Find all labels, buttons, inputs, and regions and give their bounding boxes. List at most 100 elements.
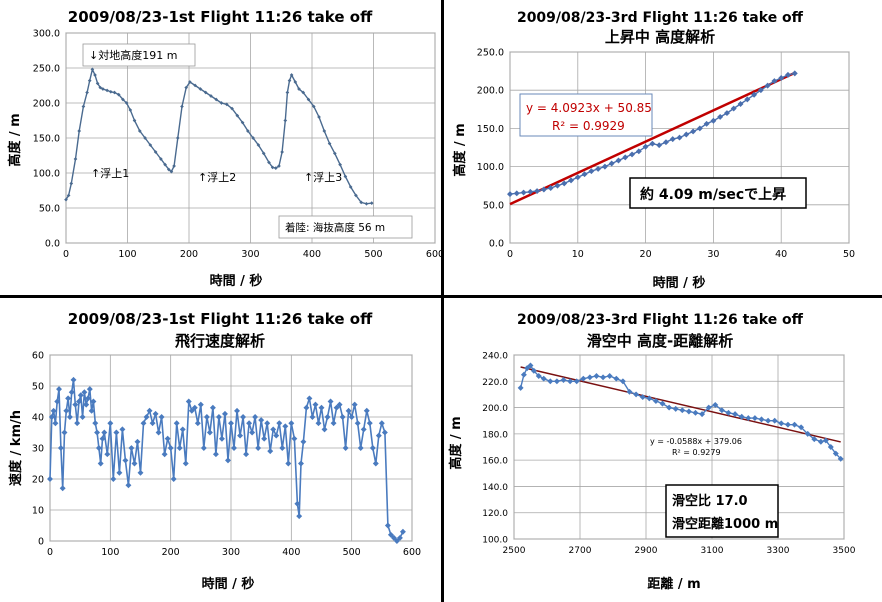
x-tick-label: 400 <box>303 249 321 260</box>
annotation-text: ↓対地高度191 m <box>89 48 177 62</box>
panel-divider-horizontal <box>0 295 882 298</box>
x-tick-label: 200 <box>162 547 180 558</box>
data-point <box>301 90 306 95</box>
data-point <box>270 165 275 170</box>
data-point <box>219 101 224 105</box>
y-tick-label: 30 <box>32 444 44 455</box>
data-point <box>354 193 358 198</box>
data-point <box>327 141 332 146</box>
data-point <box>294 500 301 507</box>
data-point <box>134 438 141 445</box>
data-point <box>161 451 168 458</box>
x-tick-label: 600 <box>403 547 421 558</box>
y-tick-label: 200.0 <box>33 99 60 110</box>
x-tick-label: 3300 <box>767 546 790 556</box>
data-point <box>137 469 144 476</box>
y-tick-label: 120.0 <box>482 509 508 519</box>
data-point <box>324 414 331 420</box>
chart-title: 2009/08/23-3rd Flight 11:26 take off <box>517 10 804 26</box>
data-point <box>375 432 382 439</box>
data-point <box>143 136 147 140</box>
trendline-r2: R² = 0.9929 <box>552 119 625 133</box>
data-point <box>175 136 180 140</box>
x-tick-label: 0 <box>47 547 53 558</box>
x-tick-label: 0 <box>63 249 69 260</box>
x-axis-label: 距離 / m <box>647 576 700 592</box>
y-tick-label: 250.0 <box>477 48 504 59</box>
data-point <box>85 395 91 402</box>
x-axis-label: 時間 / 秒 <box>210 273 263 289</box>
data-point <box>203 90 208 95</box>
trendline <box>509 71 796 206</box>
data-point <box>277 164 281 168</box>
data-point <box>348 185 353 189</box>
x-tick-label: 2700 <box>569 546 592 556</box>
x-tick-label: 200 <box>180 249 198 260</box>
x-tick-label: 100 <box>101 547 119 558</box>
data-point <box>261 151 266 156</box>
data-point <box>169 169 174 174</box>
plot-area: 0 10 20 30 40 50 0.0 50.0 100.0 150.0 200.0 250.0 <box>477 48 855 261</box>
data-point <box>101 87 105 91</box>
x-tick-label: 30 <box>707 249 719 260</box>
annotation-landing: 着陸: 海抜高度 56 m <box>278 215 413 239</box>
data-point <box>534 188 541 195</box>
x-tick-label: 2500 <box>503 546 526 556</box>
data-point <box>649 140 656 147</box>
y-tick-label: 0.0 <box>45 239 60 250</box>
chart-title: 2009/08/23-3rd Flight 11:26 take off <box>517 312 804 328</box>
x-tick-label: 40 <box>775 249 787 260</box>
annotation-lift-2: ↑浮上2 <box>198 171 236 184</box>
y-tick-label: 160.0 <box>482 457 508 467</box>
data-point <box>105 88 109 93</box>
data-point <box>332 151 337 156</box>
y-tick-label: 100.0 <box>33 169 60 180</box>
x-tick-label: 20 <box>640 249 652 260</box>
annotation-glide-distance: 滑空距離1000 m <box>672 516 778 532</box>
chart-title: 2009/08/23-1st Flight 11:26 take off <box>68 8 373 26</box>
data-point <box>81 104 86 109</box>
y-tick-label: 150.0 <box>477 124 504 135</box>
y-tick-label: 20 <box>32 475 44 486</box>
x-tick-label: 600 <box>426 249 441 260</box>
data-point <box>322 129 327 133</box>
y-tick-label: 240.0 <box>482 352 508 362</box>
y-tick-label: 50.0 <box>483 200 504 211</box>
panel-divider-vertical <box>441 0 444 602</box>
data-point <box>778 75 785 81</box>
x-tick-label: 400 <box>282 547 300 558</box>
annotation-climb-rate: 約 4.09 m/secで上昇 <box>629 177 807 209</box>
data-point <box>267 160 271 165</box>
y-axis-label: 速度 / km/h <box>8 410 24 486</box>
data-point <box>68 389 75 396</box>
data-point <box>64 197 68 202</box>
data-point <box>317 115 321 119</box>
x-tick-label: 300 <box>222 547 240 558</box>
data-point <box>176 445 183 451</box>
data-point <box>252 414 259 420</box>
annotation-text: 約 4.09 m/secで上昇 <box>640 186 786 203</box>
y-tick-label: 0.0 <box>489 239 504 250</box>
x-tick-label: 0 <box>507 249 513 260</box>
data-point <box>246 129 250 133</box>
data-point <box>348 414 355 420</box>
annotation-glide-ratio: 滑空比 17.0 <box>672 493 748 509</box>
data-point <box>94 429 101 436</box>
data-point <box>90 67 95 72</box>
x-tick-label: 3500 <box>833 546 856 556</box>
chart-title: 2009/08/23-1st Flight 11:26 take off <box>68 310 373 328</box>
data-point <box>309 414 316 421</box>
data-point <box>153 150 158 154</box>
data-point <box>137 129 142 133</box>
y-tick-label: 50 <box>32 382 44 393</box>
data-point <box>166 167 171 172</box>
data-point <box>285 460 292 467</box>
data-point <box>112 90 117 95</box>
annotation-lift-3: ↑浮上3 <box>304 171 342 184</box>
chart-subtitle: 飛行速度解析 <box>174 332 265 350</box>
x-tick-label: 3100 <box>701 546 724 556</box>
data-point <box>77 129 82 133</box>
data-point <box>172 164 176 168</box>
x-tick-label: 500 <box>364 249 382 260</box>
